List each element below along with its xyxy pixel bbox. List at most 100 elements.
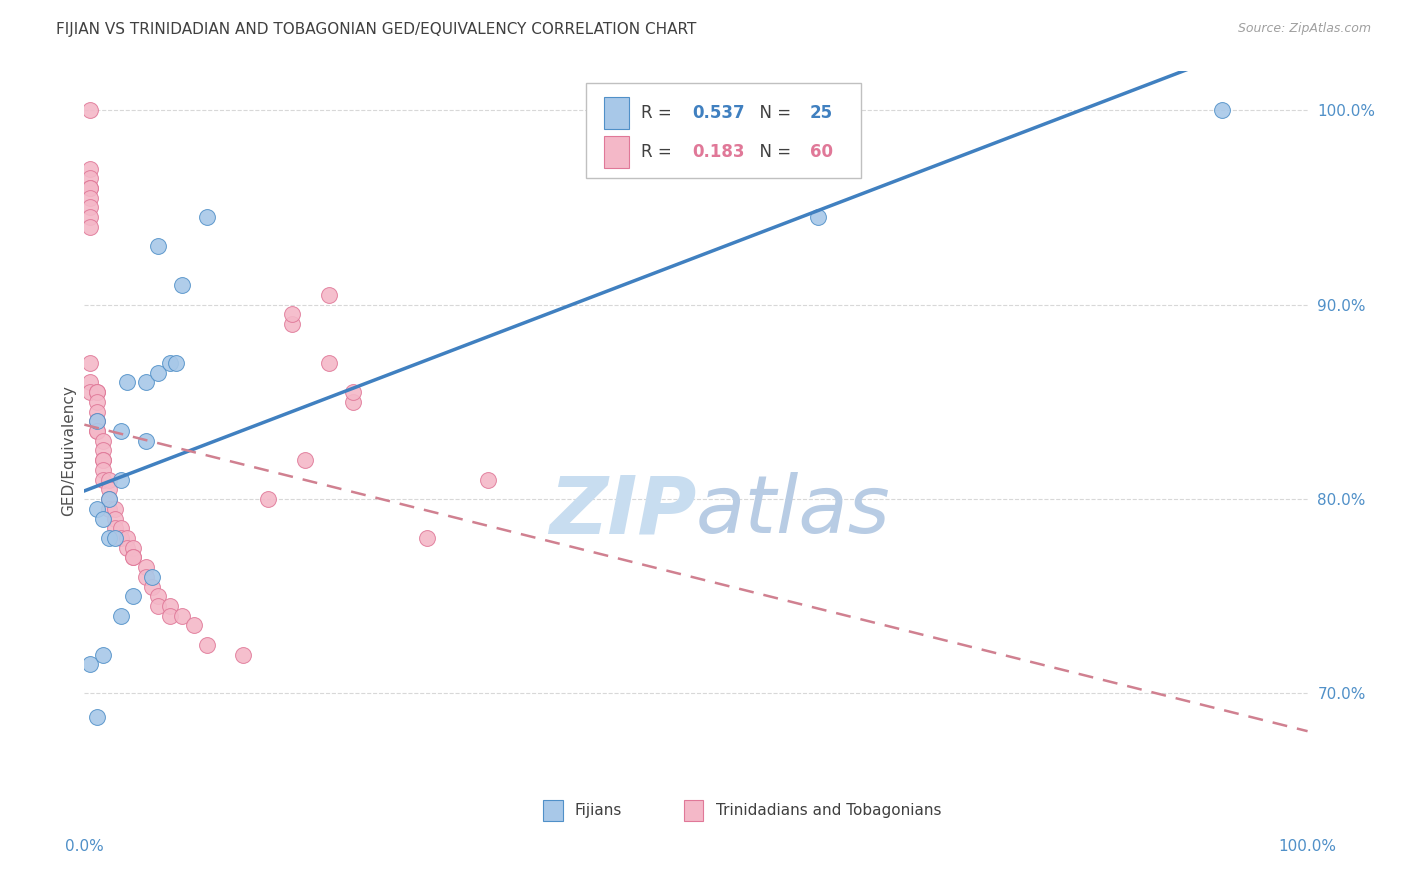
- Point: [110, 531, 132, 545]
- Point: [172, 278, 194, 293]
- Point: [122, 589, 145, 603]
- Point: [477, 473, 499, 487]
- Text: 25: 25: [810, 103, 832, 121]
- Point: [79, 103, 101, 118]
- Point: [135, 376, 157, 390]
- Point: [79, 219, 101, 234]
- Point: [79, 161, 101, 176]
- Text: FIJIAN VS TRINIDADIAN AND TOBAGONIAN GED/EQUIVALENCY CORRELATION CHART: FIJIAN VS TRINIDADIAN AND TOBAGONIAN GED…: [56, 22, 696, 37]
- Point: [97, 483, 120, 497]
- Point: [1211, 103, 1233, 118]
- Point: [257, 491, 280, 506]
- Point: [146, 599, 169, 613]
- Point: [122, 550, 145, 565]
- Point: [172, 608, 194, 623]
- Point: [115, 531, 138, 545]
- Point: [79, 191, 101, 205]
- Point: [86, 385, 108, 400]
- Text: R =: R =: [641, 103, 676, 121]
- Point: [342, 385, 364, 400]
- Point: [79, 376, 101, 390]
- Point: [97, 473, 120, 487]
- Point: [146, 239, 169, 253]
- Text: 60: 60: [810, 143, 832, 161]
- Bar: [605, 96, 628, 128]
- Point: [135, 570, 157, 584]
- Point: [115, 376, 138, 390]
- Point: [110, 473, 132, 487]
- Point: [97, 491, 120, 506]
- Text: N =: N =: [748, 143, 796, 161]
- Point: [79, 201, 101, 215]
- Point: [141, 580, 163, 594]
- Point: [86, 385, 108, 400]
- Point: [159, 599, 181, 613]
- Point: [86, 414, 108, 428]
- FancyBboxPatch shape: [586, 83, 860, 178]
- Point: [86, 424, 108, 438]
- Point: [159, 356, 181, 370]
- Point: [135, 434, 157, 448]
- Point: [110, 521, 132, 535]
- Text: R =: R =: [641, 143, 676, 161]
- Text: 0.183: 0.183: [692, 143, 745, 161]
- Point: [91, 511, 114, 525]
- Point: [195, 210, 218, 224]
- Text: ZIP: ZIP: [548, 472, 696, 550]
- Text: Source: ZipAtlas.com: Source: ZipAtlas.com: [1237, 22, 1371, 36]
- Point: [91, 473, 114, 487]
- Point: [86, 404, 108, 418]
- Point: [281, 317, 304, 331]
- Point: [122, 550, 145, 565]
- Bar: [543, 800, 562, 822]
- Point: [104, 521, 127, 535]
- Point: [104, 501, 127, 516]
- Point: [159, 608, 181, 623]
- Point: [86, 424, 108, 438]
- Text: Trinidadians and Tobagonians: Trinidadians and Tobagonians: [716, 803, 941, 818]
- Point: [232, 648, 254, 662]
- Point: [91, 453, 114, 467]
- Point: [135, 560, 157, 574]
- Point: [165, 356, 187, 370]
- Point: [97, 501, 120, 516]
- Point: [79, 171, 101, 186]
- Point: [91, 463, 114, 477]
- Point: [86, 501, 108, 516]
- Point: [86, 395, 108, 409]
- Text: 0.537: 0.537: [692, 103, 745, 121]
- Point: [318, 288, 340, 302]
- Point: [86, 414, 108, 428]
- Text: atlas: atlas: [696, 472, 891, 550]
- Point: [146, 589, 169, 603]
- Point: [416, 531, 439, 545]
- Point: [294, 453, 316, 467]
- Text: Fijians: Fijians: [575, 803, 623, 818]
- Point: [91, 434, 114, 448]
- Point: [141, 570, 163, 584]
- Point: [91, 648, 114, 662]
- Point: [104, 531, 127, 545]
- Point: [195, 638, 218, 652]
- Point: [110, 608, 132, 623]
- Point: [342, 395, 364, 409]
- Point: [115, 541, 138, 555]
- Point: [146, 366, 169, 380]
- Point: [97, 531, 120, 545]
- Point: [91, 443, 114, 458]
- Point: [79, 181, 101, 195]
- Bar: [683, 800, 703, 822]
- Point: [79, 657, 101, 672]
- Bar: [605, 136, 628, 168]
- Point: [104, 511, 127, 525]
- Point: [183, 618, 205, 632]
- Point: [79, 181, 101, 195]
- Point: [122, 541, 145, 555]
- Point: [807, 210, 830, 224]
- Point: [79, 385, 101, 400]
- Y-axis label: GED/Equivalency: GED/Equivalency: [60, 385, 76, 516]
- Point: [79, 356, 101, 370]
- Point: [281, 307, 304, 321]
- Point: [91, 453, 114, 467]
- Text: N =: N =: [748, 103, 796, 121]
